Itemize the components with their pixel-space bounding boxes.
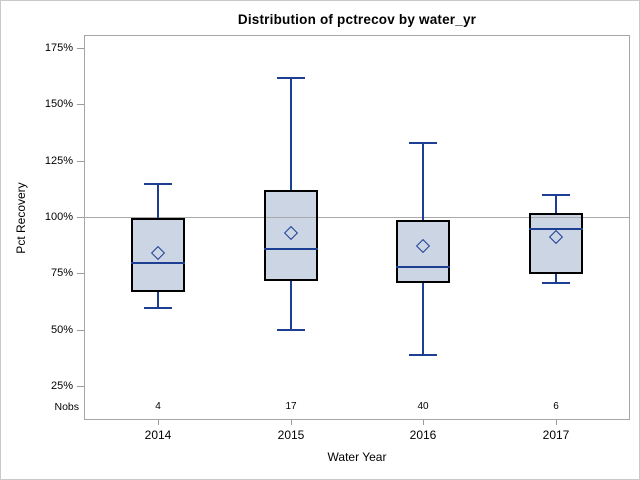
x-label-2015: 2015 [277, 428, 305, 442]
x-tick-2015 [291, 420, 292, 425]
y-tick-label-75: 75% [50, 267, 73, 280]
nobs-value-2017: 6 [553, 401, 559, 412]
chart-title: Distribution of pctrecov by water_yr [237, 12, 477, 27]
box-2017 [529, 212, 583, 274]
median-line-2017 [529, 227, 583, 230]
x-label-2017: 2017 [542, 428, 570, 442]
whisker-cap-high-2016 [409, 142, 437, 145]
x-label-2014: 2014 [144, 428, 172, 442]
whisker-cap-low-2015 [277, 329, 305, 332]
box-2016 [396, 219, 450, 283]
y-tick-50 [77, 329, 84, 331]
y-tick-label-150: 150% [44, 98, 73, 111]
nobs-value-2016: 40 [417, 401, 429, 412]
median-line-2014 [131, 261, 185, 264]
whisker-cap-high-2017 [542, 193, 570, 196]
x-tick-2017 [556, 420, 557, 425]
y-tick-75 [77, 273, 84, 275]
reference-line-segment-2015 [266, 216, 316, 218]
nobs-value-2014: 4 [155, 401, 161, 412]
box-2014 [131, 217, 185, 292]
y-tick-150 [77, 104, 84, 106]
y-tick-label-100: 100% [44, 211, 73, 223]
y-tick-label-25: 25% [50, 380, 73, 393]
x-tick-2016 [423, 420, 424, 425]
median-line-2016 [396, 266, 450, 269]
y-axis-title: Pct Recovery [14, 182, 28, 254]
y-tick-125 [77, 160, 84, 162]
whisker-cap-low-2017 [542, 281, 570, 284]
whisker-cap-high-2014 [144, 182, 172, 185]
y-tick-label-125: 125% [44, 154, 73, 167]
whisker-cap-high-2015 [277, 76, 305, 79]
y-tick-label-50: 50% [50, 323, 73, 336]
nobs-value-2015: 17 [285, 401, 297, 412]
x-tick-2014 [158, 420, 159, 425]
y-tick-25 [77, 386, 84, 388]
y-tick-label-175: 175% [44, 41, 73, 54]
y-tick-175 [77, 47, 84, 49]
median-line-2015 [264, 248, 318, 251]
x-axis-title: Water Year [327, 450, 387, 464]
nobs-row-label: Nobs [54, 401, 79, 413]
reference-line-segment-2017 [531, 216, 581, 218]
plot-area-frame [84, 35, 630, 420]
x-label-2016: 2016 [409, 428, 437, 442]
whisker-cap-low-2014 [144, 306, 172, 309]
whisker-cap-low-2016 [409, 354, 437, 357]
box-2015 [264, 190, 318, 281]
reference-line-100pct [85, 217, 629, 218]
y-tick-100 [77, 217, 84, 218]
